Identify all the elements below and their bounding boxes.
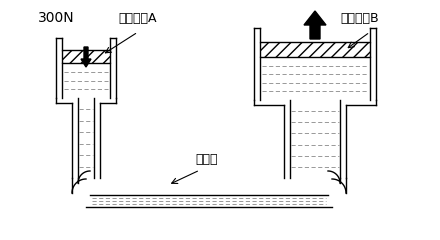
Bar bbox=[260, 42, 370, 57]
Text: 300N: 300N bbox=[38, 11, 75, 25]
FancyArrow shape bbox=[304, 11, 326, 39]
Text: ピストンA: ピストンA bbox=[118, 12, 157, 25]
Text: ピストンB: ピストンB bbox=[340, 12, 379, 25]
Bar bbox=[62, 50, 110, 63]
FancyArrow shape bbox=[81, 47, 91, 67]
Text: オイル: オイル bbox=[195, 153, 217, 166]
